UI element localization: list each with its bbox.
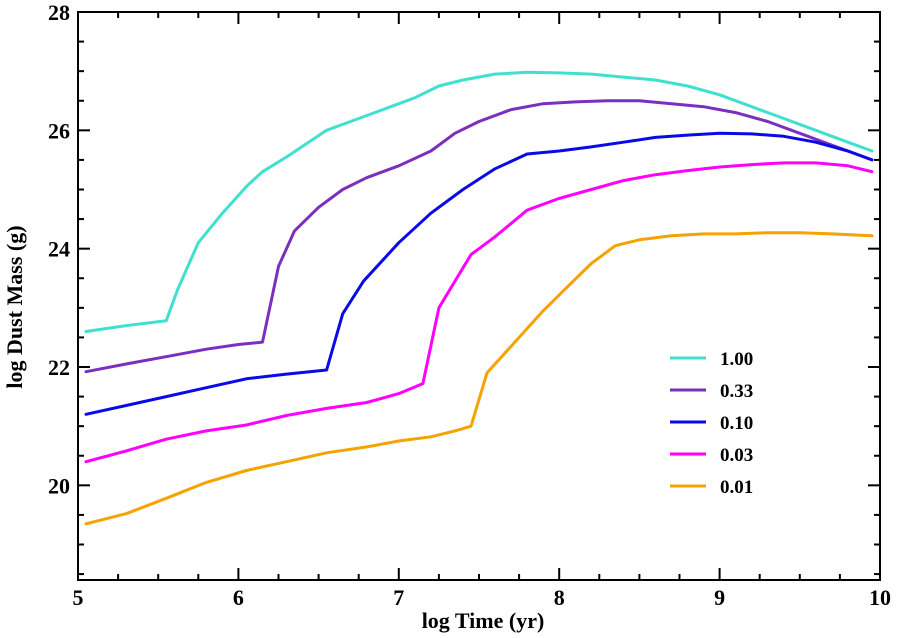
y-tick-label: 24 (48, 237, 70, 262)
y-axis-title: log Dust Mass (g) (2, 225, 27, 388)
x-tick-label: 10 (869, 585, 891, 610)
plot-frame (77, 11, 881, 581)
legend-label: 0.33 (720, 381, 753, 402)
y-tick-label: 20 (48, 473, 70, 498)
x-tick-label: 5 (73, 585, 84, 610)
y-tick-label: 22 (48, 355, 70, 380)
x-tick-labels: 5 6 7 8 9 10 (73, 585, 892, 610)
legend-label: 0.03 (720, 445, 753, 466)
series-lines (84, 70, 874, 526)
legend-label: 0.01 (720, 477, 753, 498)
series-line-0-10 (84, 131, 874, 416)
series-line-0-03 (84, 161, 874, 464)
legend-label: 1.00 (720, 349, 753, 370)
y-tick-label: 28 (48, 0, 70, 25)
series-line-0-33 (84, 99, 874, 374)
y-tick-labels: 20 22 24 26 28 (48, 0, 70, 498)
plot-area (77, 11, 881, 581)
x-axis-title: log Time (yr) (422, 608, 545, 633)
axis-ticks (77, 11, 881, 580)
x-tick-label: 8 (554, 585, 565, 610)
legend: 1.00 0.33 0.10 0.03 0.01 (670, 349, 753, 498)
x-tick-label: 7 (393, 585, 404, 610)
x-tick-label: 9 (714, 585, 725, 610)
y-tick-label: 26 (48, 118, 70, 143)
series-line-1-00 (84, 70, 874, 333)
x-tick-label: 6 (233, 585, 244, 610)
series-line-0-01 (84, 231, 874, 526)
legend-label: 0.10 (720, 413, 753, 434)
